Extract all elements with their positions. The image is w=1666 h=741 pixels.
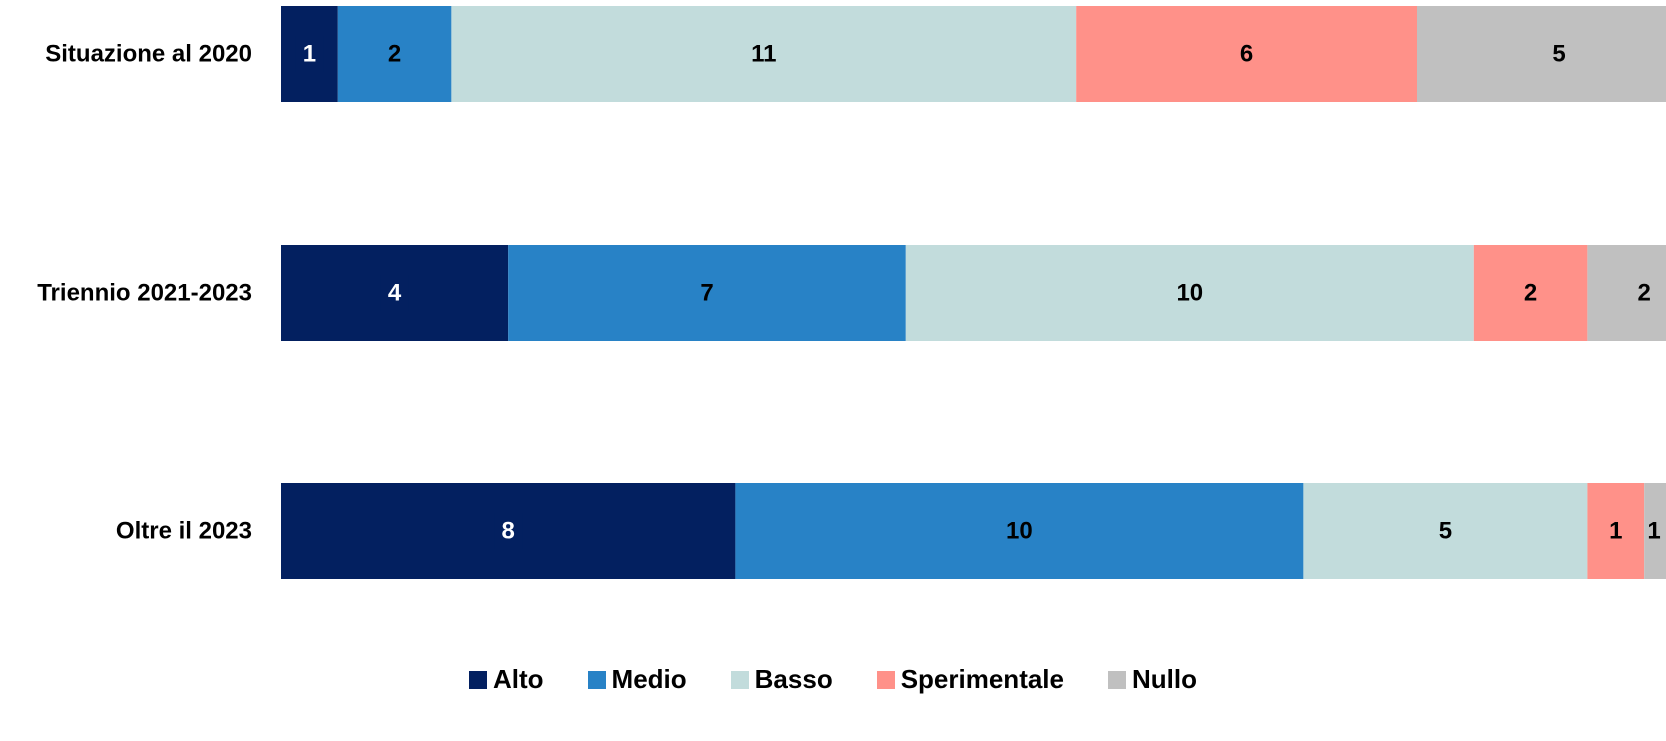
- legend-item-alto: Alto: [469, 664, 544, 695]
- data-label-alto: 1: [303, 41, 316, 68]
- legend-label: Nullo: [1132, 664, 1197, 694]
- legend-item-medio: Medio: [587, 664, 687, 695]
- bar-segment-basso: [905, 245, 1474, 341]
- data-label-alto: 8: [502, 518, 515, 545]
- category-label: Triennio 2021-2023: [37, 280, 252, 307]
- legend-swatch: [730, 670, 749, 689]
- data-label-medio: 2: [388, 41, 401, 68]
- data-label-background: [380, 275, 409, 311]
- legend-swatch: [1108, 670, 1126, 689]
- legend-label: Medio: [611, 664, 687, 694]
- bar-segment-medio: [337, 6, 452, 102]
- bar-segment-basso: [1303, 483, 1588, 579]
- chart-legend: Alto Medio Basso Sperimentale Nullo: [0, 664, 1666, 695]
- data-label-nullo: 1: [1647, 518, 1660, 545]
- data-label-background: [494, 513, 523, 549]
- data-label-basso: 11: [751, 41, 776, 68]
- legend-label: Basso: [754, 664, 833, 694]
- legend-item-nullo: Nullo: [1108, 664, 1197, 695]
- data-label-background: [295, 36, 324, 72]
- bar-segment-basso: [451, 6, 1077, 102]
- data-label-basso: 10: [1176, 280, 1203, 307]
- data-label-basso: 5: [1439, 518, 1452, 545]
- bar-segment-sperimentale: [1587, 483, 1645, 579]
- legend-swatch: [876, 670, 895, 689]
- data-label-nullo: 5: [1552, 41, 1565, 68]
- data-label-sperimentale: 2: [1524, 280, 1537, 307]
- legend-item-sperimentale: Sperimentale: [876, 664, 1064, 695]
- category-label: Situazione al 2020: [45, 41, 252, 68]
- bar-segment-nullo: [1587, 245, 1666, 341]
- bar-segment-medio: [508, 245, 906, 341]
- data-label-sperimentale: 6: [1240, 41, 1253, 68]
- legend-label: Alto: [493, 664, 544, 694]
- bar-segment-nullo: [1644, 483, 1666, 579]
- data-label-alto: 4: [388, 280, 402, 307]
- legend-label: Sperimentale: [900, 664, 1064, 694]
- data-label-sperimentale: 1: [1609, 518, 1622, 545]
- bar-segment-sperimentale: [1076, 6, 1417, 102]
- bar-segment-medio: [735, 483, 1304, 579]
- legend-swatch: [469, 670, 487, 689]
- data-label-nullo: 2: [1638, 280, 1651, 307]
- category-label: Oltre il 2023: [116, 518, 252, 545]
- data-label-medio: 7: [700, 280, 713, 307]
- legend-swatch: [587, 670, 606, 689]
- bar-segment-sperimentale: [1473, 245, 1588, 341]
- data-label-medio: 10: [1006, 518, 1033, 545]
- bar-segment-nullo: [1417, 6, 1666, 102]
- legend-item-basso: Basso: [730, 664, 833, 695]
